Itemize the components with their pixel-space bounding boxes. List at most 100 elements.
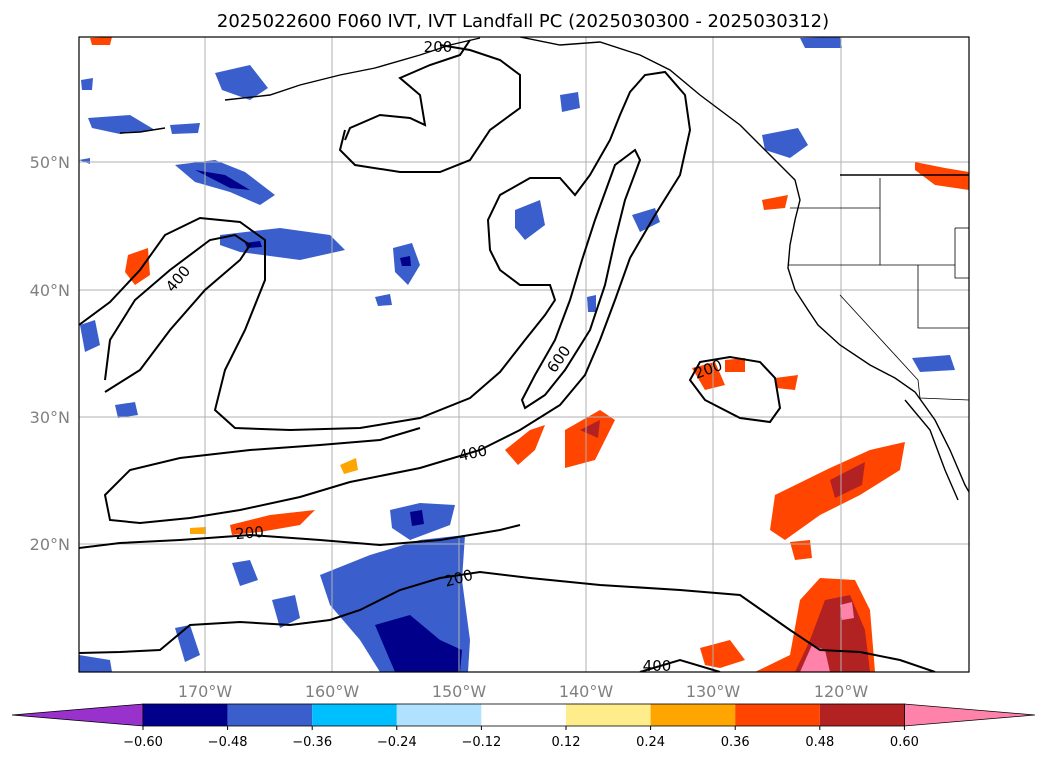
shade-neg: [88, 115, 155, 134]
gridlines: [79, 37, 969, 672]
shade-pos: [90, 37, 112, 45]
shade-neg: [515, 200, 545, 240]
contour-200-south: [79, 524, 521, 549]
contour-400-main: [338, 44, 521, 173]
shade-pos: [230, 510, 315, 535]
shade-neg: [175, 625, 200, 662]
lat-label: 50°N: [30, 153, 70, 172]
figure-title: 2025022600 F060 IVT, IVT Landfall PC (20…: [217, 11, 829, 32]
shade-neg: [762, 128, 808, 158]
state-borders: [788, 178, 969, 401]
colorbar: −0.60 −0.48 −0.36 −0.24 −0.12 0.12 0.24 0.36 0.4…: [11, 703, 1036, 750]
latitude-labels: 50°N 40°N 30°N 20°N: [30, 153, 70, 554]
colorbar-extend-high: [904, 703, 1036, 727]
shade-pos: [775, 375, 798, 390]
shade-neg: [632, 208, 660, 232]
contour-label: 600: [543, 342, 574, 376]
shade-pos: [340, 458, 358, 474]
colorbar-segment: [227, 704, 313, 726]
contour-200-east: [688, 355, 782, 424]
colorbar-tick-label: 0.36: [721, 735, 750, 750]
shade-neg: [800, 37, 842, 48]
shade-pos: [580, 420, 600, 438]
shade-pos: [725, 358, 745, 372]
lat-label: 40°N: [30, 281, 70, 300]
colorbar-tick-label: 0.24: [636, 735, 665, 750]
colorbar-tick-label: −0.36: [292, 735, 332, 750]
colorbar-tick-label: 0.48: [805, 735, 834, 750]
ivt-contours: [79, 39, 936, 672]
shade-neg: [587, 295, 596, 312]
contour-label: 400: [643, 657, 672, 675]
map-panel: 200 400 400 600 200 200 200 400: [79, 37, 969, 675]
shade-neg: [410, 510, 424, 526]
colorbar-segment: [312, 704, 397, 726]
colorbar-tick-label: 0.12: [552, 735, 581, 750]
shade-neg: [232, 560, 258, 586]
shade-pos: [505, 425, 545, 465]
contour-label: 400: [457, 441, 489, 465]
contour-label: 400: [162, 262, 194, 296]
lon-label: 170°W: [178, 682, 233, 701]
lat-label: 20°N: [30, 535, 70, 554]
colorbar-segment: [735, 704, 820, 726]
lon-label: 140°W: [559, 682, 614, 701]
shade-pos: [800, 645, 830, 672]
longitude-labels: 170°W 160°W 150°W 140°W 130°W 120°W: [178, 682, 869, 701]
negative-anomaly-shading: [79, 37, 955, 672]
contour-400-south: [639, 658, 721, 672]
shade-neg: [115, 402, 138, 418]
contour-600: [520, 148, 642, 410]
shade-pos: [190, 527, 206, 534]
colorbar-tick-label: −0.24: [377, 735, 417, 750]
shade-neg: [560, 92, 580, 112]
colorbar-segment: [566, 704, 651, 726]
map-frame: [78, 36, 970, 673]
colorbar-segment: [819, 704, 905, 726]
shade-pos: [830, 462, 865, 498]
shade-neg: [220, 228, 345, 260]
contour-200-loop: [344, 39, 471, 141]
shade-neg: [81, 78, 93, 90]
shade-pos: [565, 410, 615, 468]
contour-400-west: [104, 233, 252, 393]
shade-pos: [692, 362, 725, 390]
colorbar-extend-low: [11, 703, 144, 727]
shade-neg: [170, 123, 200, 134]
shade-neg: [79, 158, 90, 164]
shade-neg: [272, 595, 300, 628]
shade-pos: [125, 248, 150, 285]
shade-neg: [215, 65, 268, 100]
shade-neg: [79, 655, 112, 672]
contour-label: 200: [424, 38, 453, 56]
shade-neg: [400, 256, 411, 266]
contour-200-tropics: [79, 570, 936, 672]
shade-neg: [375, 294, 392, 306]
colorbar-tick-label: −0.60: [123, 735, 163, 750]
colorbar-tick-label: −0.48: [208, 735, 248, 750]
contour-200-north: [79, 70, 692, 525]
shade-pos: [762, 195, 788, 210]
shade-neg: [912, 355, 955, 372]
shade-neg: [375, 615, 462, 672]
colorbar-segment: [396, 704, 482, 726]
shade-pos: [790, 540, 812, 560]
lat-label: 30°N: [30, 408, 70, 427]
lon-label: 120°W: [814, 682, 869, 701]
shade-neg: [80, 320, 100, 352]
shade-pos: [700, 640, 745, 668]
coastlines: [119, 37, 969, 501]
lon-label: 160°W: [305, 682, 360, 701]
colorbar-outline: [142, 703, 905, 727]
colorbar-segment: [143, 704, 228, 726]
shade-pos: [840, 602, 854, 620]
colorbar-tick-label: −0.12: [461, 735, 501, 750]
lon-label: 150°W: [432, 682, 487, 701]
shade-pos: [915, 162, 969, 190]
lon-label: 130°W: [686, 682, 741, 701]
colorbar-segment: [650, 704, 736, 726]
contour-label: 200: [235, 523, 265, 543]
shade-neg: [195, 170, 250, 190]
colorbar-tick-label: 0.60: [890, 735, 919, 750]
